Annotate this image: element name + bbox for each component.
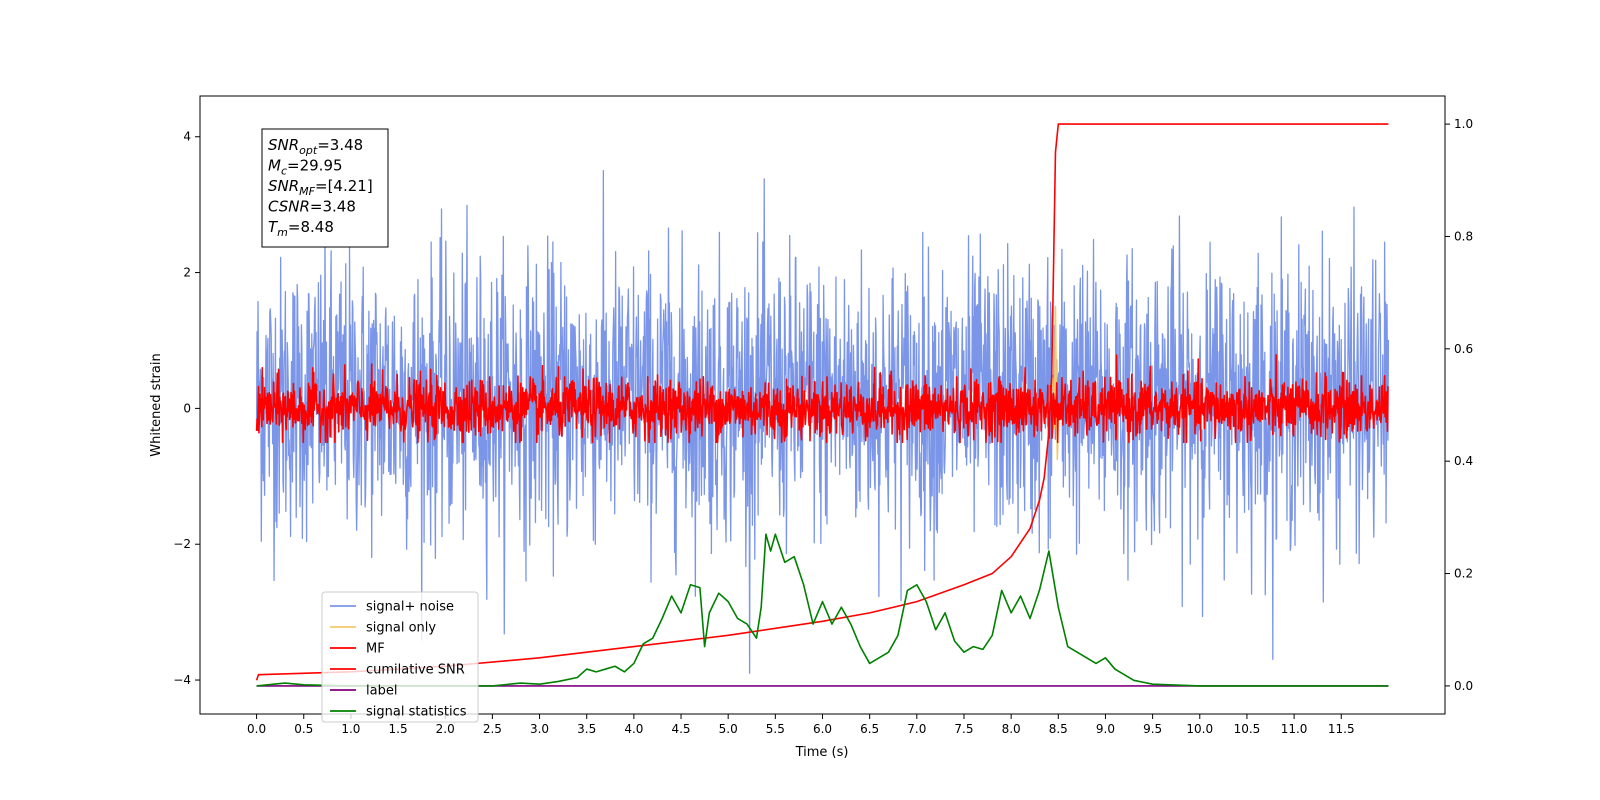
annotation-line: SNRopt=3.48 (268, 136, 363, 157)
x-tick-label: 6.5 (860, 722, 879, 736)
y-right-tick-label: 0.0 (1454, 679, 1473, 693)
legend: signal+ noise signal only MF cumilative SNR… (321, 591, 479, 723)
annotation-line: Tm=8.48 (268, 218, 334, 239)
annotation-subscript: MF (299, 185, 315, 198)
legend-label-signal-statistics: signal statistics (366, 705, 467, 720)
x-tick-label: 4.5 (671, 722, 690, 736)
annotation-value: =3.48 (310, 198, 356, 216)
legend-label-cumilative-snr: cumilative SNR (366, 663, 465, 678)
annotation-value: =8.48 (288, 218, 334, 236)
x-tick-label: 8.0 (1002, 722, 1021, 736)
y-axis-left: −4 −2 0 2 4 (173, 130, 200, 687)
series-layer (255, 123, 1390, 687)
x-tick-label: 3.0 (530, 722, 549, 736)
x-tick-label: 10.5 (1234, 722, 1261, 736)
y-left-tick-label: 0 (183, 401, 191, 415)
y-axis-label-left: Whitened strain (149, 353, 164, 456)
annotation-frame (261, 128, 389, 248)
y-right-tick-label: 0.4 (1454, 454, 1473, 468)
annotation-box: SNRopt=3.48Mc=29.95SNRMF=[4.21]CSNR=3.48… (261, 128, 389, 248)
annotation-line: Mc=29.95 (268, 157, 343, 178)
annotation-symbol: SNR (268, 177, 299, 195)
legend-label-signal-only: signal only (366, 621, 436, 636)
annotation-value: =29.95 (287, 157, 343, 175)
x-tick-label: 7.5 (954, 722, 973, 736)
x-tick-label: 9.5 (1143, 722, 1162, 736)
x-axis-label: Time (s) (795, 745, 849, 760)
legend-label-label: label (366, 684, 397, 699)
x-axis: 0.0 0.5 1.0 1.5 2.0 2.5 3.0 3.5 4.0 4.5 5.0 5.5 6.0 6… (247, 714, 1355, 736)
y-right-tick-label: 0.6 (1454, 342, 1473, 356)
x-tick-label: 5.0 (719, 722, 738, 736)
series-cumilative-snr (255, 123, 1389, 681)
x-tick-label: 5.5 (766, 722, 785, 736)
annotation-value: =3.48 (317, 136, 363, 154)
x-tick-label: 7.0 (907, 722, 926, 736)
x-tick-label: 6.0 (813, 722, 832, 736)
x-tick-label: 2.0 (436, 722, 455, 736)
y-right-tick-label: 0.8 (1454, 229, 1473, 243)
y-left-tick-label: 2 (183, 266, 191, 280)
legend-frame (321, 591, 479, 723)
x-tick-label: 11.0 (1281, 722, 1308, 736)
annotation-symbol: T (268, 218, 279, 236)
y-left-tick-label: −4 (173, 673, 191, 687)
x-tick-label: 1.5 (389, 722, 408, 736)
x-tick-label: 3.5 (577, 722, 596, 736)
series-signal-statistics (256, 533, 1389, 687)
x-tick-label: 11.5 (1328, 722, 1355, 736)
x-tick-label: 8.5 (1049, 722, 1068, 736)
y-right-tick-label: 1.0 (1454, 117, 1473, 131)
x-tick-label: 4.0 (624, 722, 643, 736)
x-tick-label: 0.5 (294, 722, 313, 736)
annotation-value: =[4.21] (315, 177, 373, 195)
annotation-symbol: M (268, 157, 281, 175)
annotation-line: SNRMF=[4.21] (268, 177, 373, 198)
annotation-symbol: CSNR (268, 198, 310, 216)
series-signal-only (1048, 305, 1060, 461)
series-mf (255, 354, 1389, 444)
x-tick-label: 0.0 (247, 722, 266, 736)
annotation-subscript: opt (299, 144, 318, 157)
x-tick-label: 10.0 (1186, 722, 1213, 736)
legend-label-signal-noise: signal+ noise (366, 600, 454, 615)
y-right-tick-label: 0.2 (1454, 567, 1473, 581)
x-tick-label: 1.0 (341, 722, 360, 736)
legend-label-mf: MF (366, 642, 385, 657)
x-tick-label: 2.5 (483, 722, 502, 736)
y-left-tick-label: 4 (183, 130, 191, 144)
annotation-line: CSNR=3.48 (268, 198, 356, 216)
y-left-tick-label: −2 (173, 537, 191, 551)
annotation-subscript: m (277, 226, 288, 239)
annotation-subscript: c (281, 165, 287, 178)
x-tick-label: 9.0 (1096, 722, 1115, 736)
annotation-symbol: SNR (268, 136, 299, 154)
y-axis-right: 0.0 0.2 0.4 0.6 0.8 1.0 (1445, 117, 1473, 693)
